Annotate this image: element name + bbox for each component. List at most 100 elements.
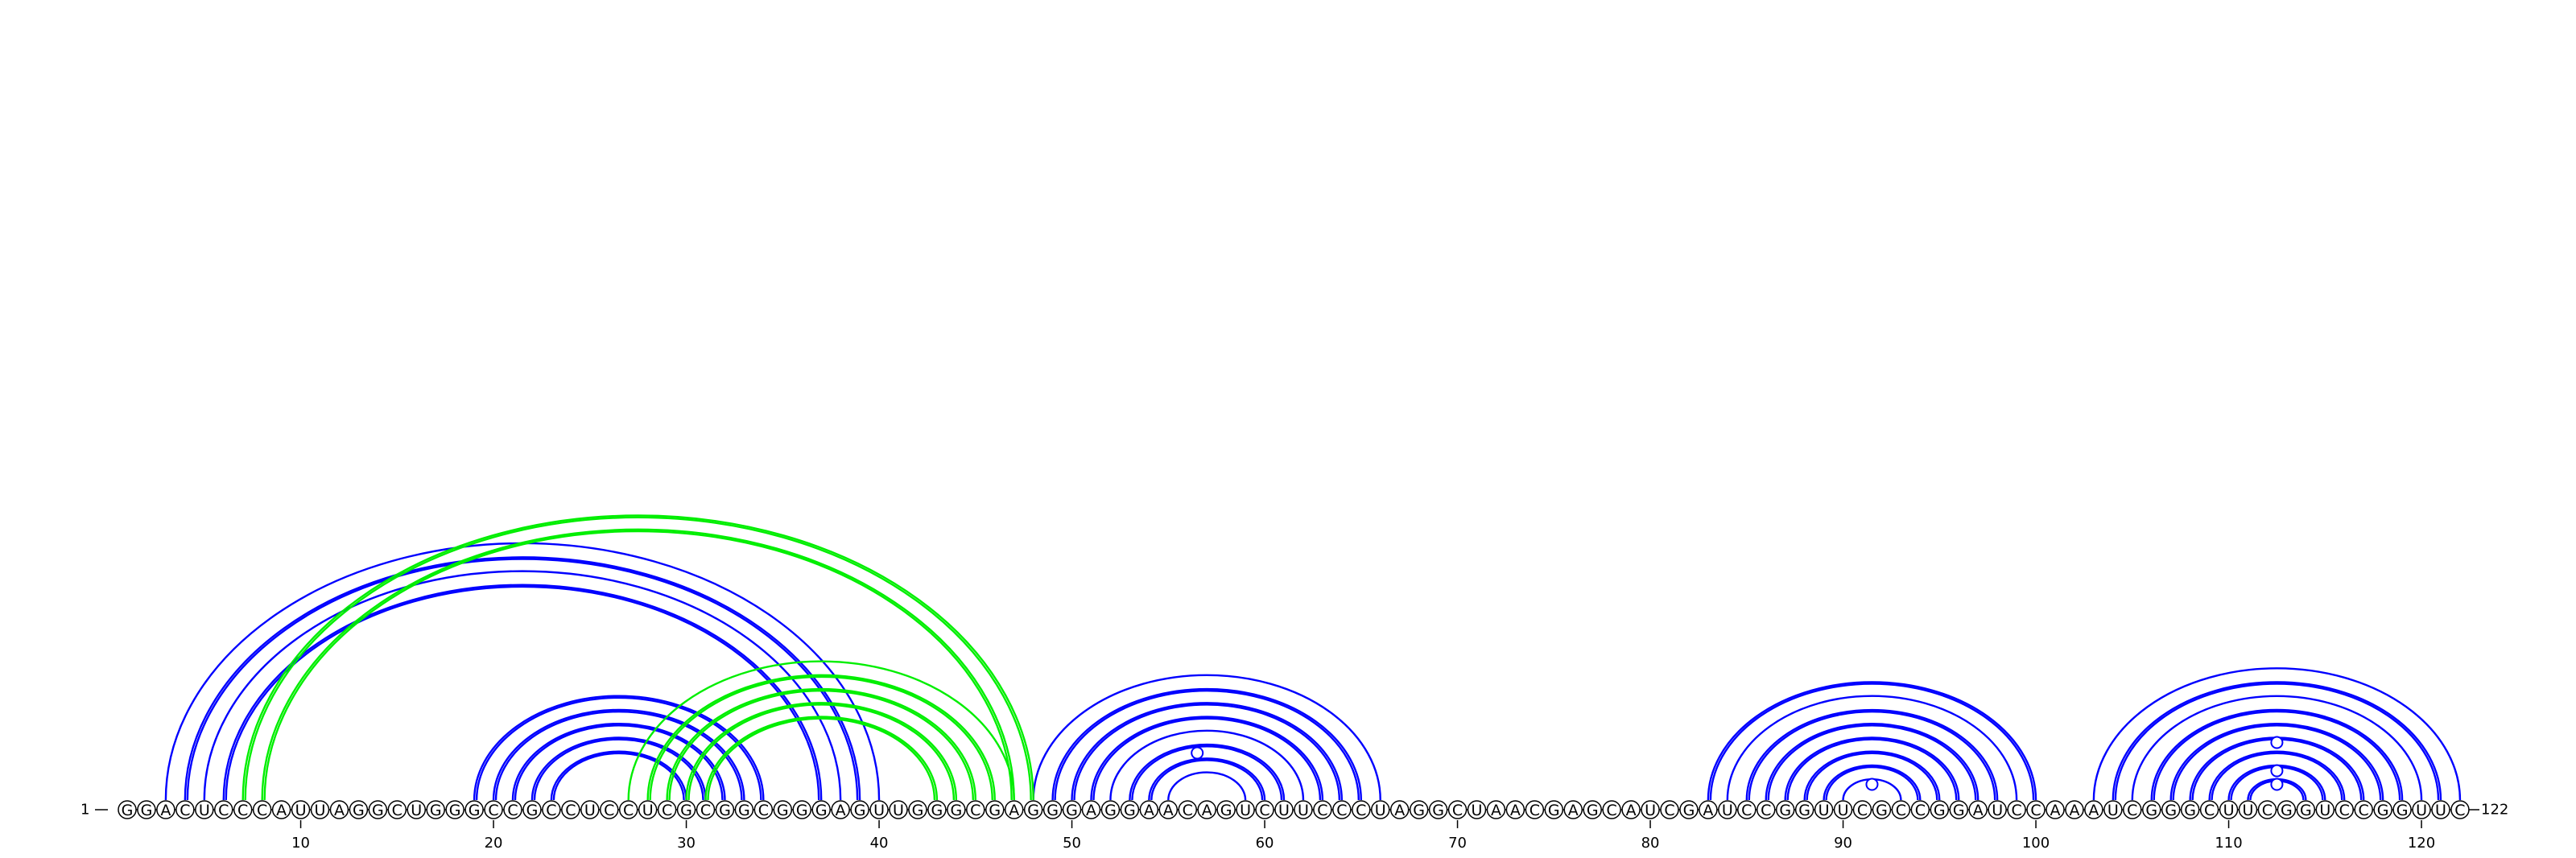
base-pair-arc-107-118 — [2169, 722, 2384, 801]
nucleotide-circle — [2412, 800, 2431, 819]
nucleotide-letter: C — [2011, 802, 2021, 819]
base-pair-arc-105-120 — [2131, 695, 2423, 801]
nucleotide-circle — [522, 800, 542, 819]
nucleotide-circle — [291, 800, 311, 819]
nucleotide-letter: G — [141, 802, 153, 819]
nucleotide-letter: A — [2050, 802, 2061, 819]
nucleotide-circle — [1081, 800, 1101, 819]
nucleotide-letter: A — [1394, 802, 1405, 819]
nucleotide-circle — [580, 800, 600, 819]
nucleotide-circle — [407, 800, 426, 819]
nucleotide-circle — [773, 800, 793, 819]
sequence-end-label: 122 — [2481, 802, 2508, 819]
nucleotide-circle — [503, 800, 522, 819]
loop-marker-0 — [1191, 746, 1204, 760]
loop-marker-1 — [1865, 778, 1879, 791]
nucleotide-circle — [233, 800, 253, 819]
base-pair-arc-88-95-b — [1806, 752, 1938, 801]
nucleotide-letter: C — [1741, 802, 1752, 819]
nucleotide-letter: U — [893, 802, 904, 819]
nucleotide-letter: U — [2319, 802, 2330, 819]
nucleotide-circle — [1852, 800, 1872, 819]
nucleotide-circle — [2296, 800, 2316, 819]
nucleotide-letter: G — [1104, 802, 1117, 819]
nucleotide-circle — [1891, 800, 1911, 819]
nucleotide-circle — [1718, 800, 1737, 819]
nucleotide-circle — [696, 800, 716, 819]
nucleotide-letter: G — [2281, 802, 2293, 819]
nucleotide-circle — [2142, 800, 2161, 819]
nucleotide-letter: G — [526, 802, 539, 819]
nucleotide-circle — [1197, 800, 1216, 819]
nucleotide-letter: C — [507, 802, 518, 819]
base-pair-arc-53-61 — [1129, 743, 1286, 801]
nucleotide-letter: C — [1664, 802, 1674, 819]
nucleotide-circle — [2026, 800, 2046, 819]
base-pair-arc-8-47 — [261, 528, 1015, 801]
nucleotide-circle — [1563, 800, 1583, 819]
nucleotide-letter: C — [257, 802, 267, 819]
nucleotide-circle — [1255, 800, 1274, 819]
nucleotide-letter: G — [353, 802, 365, 819]
nucleotide-letter: C — [2127, 802, 2137, 819]
nucleotide-letter: C — [218, 802, 229, 819]
nucleotide-letter: U — [1818, 802, 1830, 819]
base-pair-arc-83-100-b — [1709, 683, 2035, 801]
nucleotide-letter: G — [1548, 802, 1560, 819]
nucleotide-letter: C — [2454, 802, 2465, 819]
nucleotide-letter: A — [1568, 802, 1579, 819]
nucleotide-circle — [1004, 800, 1024, 819]
nucleotide-circle — [2315, 800, 2335, 819]
nucleotide-circle — [368, 800, 388, 819]
nucleotide-circle — [2065, 800, 2084, 819]
nucleotide-letter: C — [1896, 802, 1906, 819]
base-pair-arc-27-47 — [627, 660, 1015, 801]
nucleotide-circle — [1120, 800, 1140, 819]
nucleotide-circle — [1409, 800, 1429, 819]
base-pair-arc-23-30 — [550, 750, 687, 801]
nucleotide-circle — [2354, 800, 2373, 819]
nucleotide-letter: C — [546, 802, 556, 819]
nucleotide-circle — [1699, 800, 1718, 819]
nucleotide-letter: G — [469, 802, 481, 819]
base-pair-arc-87-96-b — [1786, 738, 1958, 801]
nucleotide-letter: G — [1432, 802, 1444, 819]
nucleotide-circle — [1352, 800, 1371, 819]
position-ticks: 10 20 30 40 50 60 70 80 90 100 110 120 — [291, 820, 2435, 852]
loop-marker-3 — [2270, 764, 2284, 778]
nucleotide-circle — [1294, 800, 1313, 819]
nucleotide-circle — [137, 800, 156, 819]
nucleotide-circle — [638, 800, 658, 819]
base-pair-arc-29-45 — [666, 687, 976, 801]
nucleotide-letter: G — [680, 802, 692, 819]
nucleotide-circle — [310, 800, 330, 819]
nucleotide-circle — [542, 800, 561, 819]
nucleotide-letter: G — [1027, 802, 1039, 819]
nucleotide-letter: U — [315, 802, 326, 819]
nucleotide-letter: G — [1046, 802, 1059, 819]
base-pair-arc-55-59 — [1167, 771, 1247, 801]
base-pair-arc-7-48 — [242, 514, 1034, 801]
nucleotide-letter: G — [796, 802, 808, 819]
base-pair-arc-84-99 — [1726, 695, 2018, 801]
nucleotide-letter: G — [1683, 802, 1695, 819]
nucleotide-letter: A — [1086, 802, 1096, 819]
base-pair-arc-28-46-b — [649, 675, 993, 801]
nucleotide-circle — [2046, 800, 2065, 819]
base-pair-arc-20-33 — [492, 708, 745, 801]
nucleotide-circle — [426, 800, 445, 819]
nucleotide-letter: A — [1491, 802, 1501, 819]
nucleotide-letter: A — [1163, 802, 1174, 819]
nucleotide-letter: U — [642, 802, 654, 819]
base-pair-arc-29-45-b — [668, 690, 974, 801]
nucleotide-circle — [561, 800, 580, 819]
nucleotide-letter: G — [449, 802, 461, 819]
nucleotide-letter: U — [1992, 802, 2003, 819]
nucleotide-circle — [811, 800, 831, 819]
nucleotide-letter: G — [912, 802, 924, 819]
nucleotide-circle — [1158, 800, 1179, 819]
base-pair-arc-83-100 — [1707, 681, 2037, 801]
tick-label-10: 10 — [291, 835, 310, 852]
nucleotide-circle — [1775, 800, 1795, 819]
